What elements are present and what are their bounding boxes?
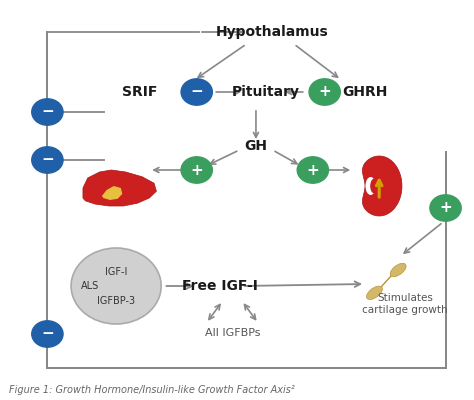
Text: Free IGF-I: Free IGF-I	[182, 279, 258, 293]
Ellipse shape	[366, 286, 383, 300]
Text: Stimulates
cartilage growth: Stimulates cartilage growth	[363, 293, 448, 315]
Polygon shape	[363, 156, 402, 216]
Text: −: −	[191, 84, 203, 100]
Text: IGF-I: IGF-I	[105, 267, 128, 277]
Circle shape	[32, 321, 63, 347]
Text: All IGFBPs: All IGFBPs	[204, 328, 260, 338]
Polygon shape	[102, 186, 122, 200]
Text: GHRH: GHRH	[342, 85, 388, 99]
Text: Hypothalamus: Hypothalamus	[216, 25, 329, 39]
Ellipse shape	[370, 178, 379, 194]
Text: Figure 1: Growth Hormone/Insulin-like Growth Factor Axis²: Figure 1: Growth Hormone/Insulin-like Gr…	[9, 385, 295, 395]
Text: GH: GH	[245, 139, 267, 153]
Circle shape	[32, 147, 63, 173]
Circle shape	[32, 99, 63, 125]
Circle shape	[71, 248, 161, 324]
Text: +: +	[191, 162, 203, 178]
Text: IGFBP-3: IGFBP-3	[97, 296, 135, 306]
Circle shape	[309, 79, 340, 105]
Polygon shape	[378, 273, 394, 290]
Text: +: +	[307, 162, 319, 178]
Text: −: −	[41, 104, 54, 120]
Text: +: +	[319, 84, 331, 100]
Circle shape	[297, 157, 328, 183]
Text: ALS: ALS	[81, 281, 99, 291]
Text: +: +	[439, 200, 452, 216]
Circle shape	[181, 79, 212, 105]
Ellipse shape	[390, 263, 406, 277]
Text: SRIF: SRIF	[122, 85, 157, 99]
Circle shape	[430, 195, 461, 221]
Polygon shape	[83, 170, 156, 206]
Text: Pituitary: Pituitary	[231, 85, 300, 99]
Text: −: −	[41, 152, 54, 168]
Circle shape	[181, 157, 212, 183]
Ellipse shape	[365, 177, 376, 195]
Text: −: −	[41, 326, 54, 342]
